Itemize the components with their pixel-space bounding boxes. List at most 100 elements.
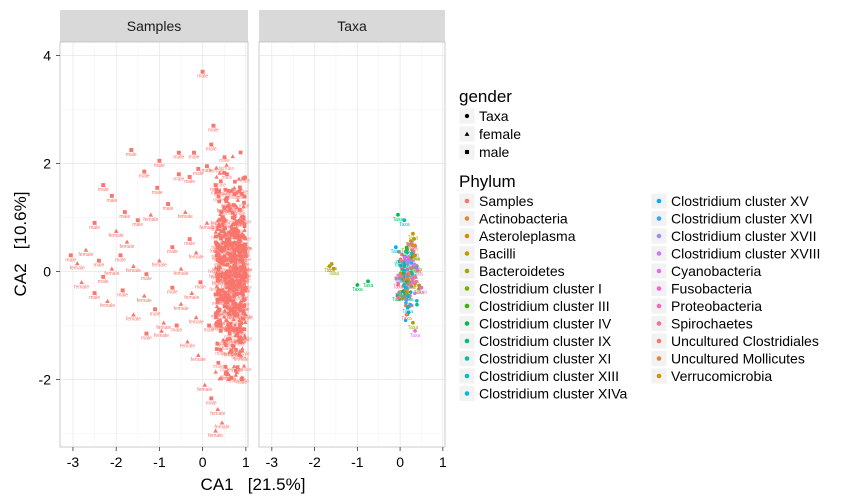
sample-point-label: male [141, 336, 152, 342]
taxa-point-label: Taxa [329, 271, 340, 277]
taxa-point-label: Taxa [352, 287, 363, 293]
taxa-cluster-label: Taxa [410, 256, 421, 262]
legend-phylum-label: Spirochaetes [671, 316, 753, 332]
sample-band-label: male [228, 283, 239, 289]
sample-point-label: male [141, 276, 152, 282]
sample-band-point [216, 217, 221, 222]
sample-band-label: female [231, 356, 246, 362]
sample-band-point [230, 327, 236, 332]
facet-samples: Samples malemalefemalemalemalefemalefema… [59, 10, 253, 448]
sample-band-label: male [225, 273, 236, 279]
sample-band-point [238, 207, 242, 212]
taxa-cluster-label: Taxa [401, 316, 412, 322]
sample-band-point [243, 286, 248, 290]
legend-phylum-label: Bacilli [479, 246, 516, 262]
sample-band-label: female [211, 221, 226, 227]
sample-band-point [237, 273, 241, 278]
sample-band-point [227, 311, 232, 316]
sample-band-label: male [236, 195, 247, 201]
legend-phylum-label: Fusobacteria [671, 281, 752, 297]
legend-phylum-dot [464, 216, 470, 221]
sample-band-label: female [227, 314, 242, 320]
sample-band-point [226, 251, 230, 256]
sample-point-label: male [167, 290, 178, 296]
sample-band-point [237, 189, 242, 194]
sample-band-label: male [219, 293, 230, 299]
x-tick-label: 1 [242, 454, 250, 470]
sample-point [159, 328, 164, 333]
sample-point [209, 142, 214, 147]
sample-band-label: male [240, 253, 251, 259]
sample-band-point [225, 172, 229, 177]
sample-band-point [232, 185, 237, 190]
sample-band-point [227, 279, 232, 284]
sample-band-label: male [227, 235, 238, 241]
sample-band-point [215, 257, 220, 262]
sample-band-point [217, 189, 222, 194]
sample-band-point [231, 229, 236, 234]
sample-band-point [237, 282, 242, 286]
sample-band-point [232, 322, 238, 327]
sample-band-point [238, 323, 242, 327]
sample-band-label: female [212, 257, 227, 263]
sample-band-point [215, 275, 220, 280]
sample-point-label: male [89, 295, 100, 301]
sample-band-point [222, 254, 227, 259]
taxa-cluster-point [408, 290, 413, 294]
sample-band-label: male [227, 244, 238, 250]
sample-point-label: female [137, 298, 152, 304]
sample-band-point [233, 221, 238, 226]
sample-band-point [243, 311, 248, 316]
sample-band-point [229, 223, 234, 228]
sample-point [129, 148, 134, 152]
sample-band-point [239, 276, 244, 281]
sample-band-point [221, 240, 226, 245]
sample-band-label: female [217, 343, 232, 349]
taxa-dense-cluster: TaxaTaxaTaxaTaxaTaxaTaxaTaxaTaxaTaxaTaxa… [392, 237, 424, 323]
sample-band-point [229, 283, 233, 288]
sample-point-label: female [126, 268, 141, 274]
sample-point-label: male [163, 206, 174, 212]
sample-band-point [214, 187, 219, 192]
x-tick-label: 1 [439, 454, 447, 470]
sample-band-point [231, 280, 236, 285]
x-tick-label: -2 [110, 454, 123, 470]
sample-point [213, 183, 218, 188]
sample-band-label: male [218, 232, 229, 238]
sample-band-point [225, 256, 231, 261]
sample-band-label: male [228, 257, 239, 263]
taxa-cluster-label: Taxa [395, 293, 406, 299]
sample-band-point [230, 210, 235, 215]
sample-point-label: male [221, 203, 232, 209]
sample-band-label: male [232, 368, 243, 374]
taxa-cluster-point [399, 274, 404, 278]
strip-samples [60, 10, 248, 42]
sample-point-label: male [119, 214, 130, 220]
sample-band-label: male [224, 335, 235, 341]
sample-band-point [237, 317, 242, 322]
sample-band-label: male [222, 175, 233, 181]
sample-point [105, 298, 110, 304]
sample-band-point [226, 188, 231, 193]
taxa-cluster-label: Taxa [398, 292, 409, 298]
sample-point-label: female [180, 344, 195, 350]
legend-phylum-label: Clostridium cluster III [479, 298, 610, 314]
sample-band-point [228, 232, 234, 236]
sample-band-point [238, 185, 242, 190]
sample-band-point [243, 175, 247, 180]
sample-band-label: male [220, 346, 231, 352]
sample-band-point [242, 227, 247, 232]
sample-point-label: male [204, 328, 215, 334]
taxa-point-label: Taxa [410, 333, 421, 339]
sample-point [148, 212, 154, 217]
taxa-cluster-point [396, 282, 400, 287]
sample-band-point [228, 252, 233, 257]
sample-band-label: female [211, 236, 226, 242]
sample-band-point [242, 288, 247, 293]
legend-phylum-label: Clostridium cluster I [479, 281, 602, 297]
sample-band-point [221, 229, 226, 234]
sample-band-point [216, 319, 220, 324]
sample-point [189, 290, 195, 295]
legend-phylum-label: Clostridium cluster IX [479, 333, 612, 349]
y-tick-label: 2 [43, 156, 51, 172]
